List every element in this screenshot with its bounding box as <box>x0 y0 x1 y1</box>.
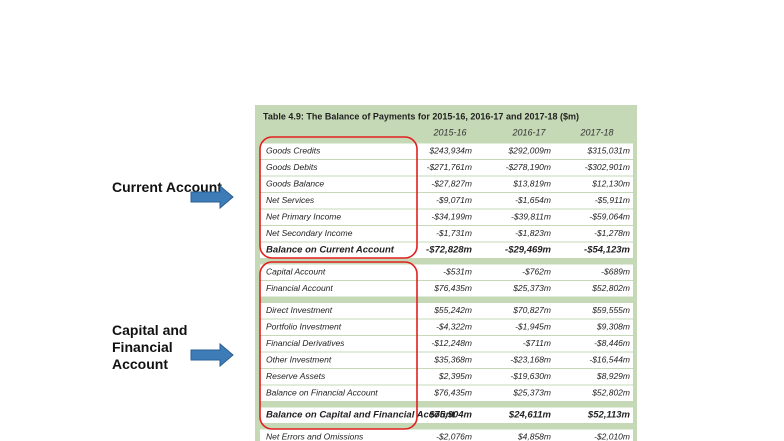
cell-value: -$302,901m <box>585 162 630 172</box>
cell-value: $12,130m <box>591 178 630 188</box>
row-label: Balance on Capital and Financial Account <box>266 410 455 421</box>
cell-value: $9,308m <box>596 321 630 331</box>
cell-value: $13,819m <box>512 178 551 188</box>
row-label: Net Secondary Income <box>266 228 353 238</box>
cell-value: $70,827m <box>512 305 551 315</box>
cell-value: -$1,278m <box>594 228 630 238</box>
cell-value: -$34,199m <box>431 211 472 221</box>
row-label: Direct Investment <box>266 305 333 315</box>
cell-value: -$59,064m <box>589 211 630 221</box>
table-row <box>260 281 633 297</box>
cell-value: $2,395m <box>438 371 472 381</box>
row-label: Net Errors and Omissions <box>266 431 364 441</box>
cell-value: -$1,823m <box>515 228 551 238</box>
cell-value: $35,368m <box>433 354 472 364</box>
cell-value: $59,555m <box>591 305 630 315</box>
cell-value: -$19,630m <box>510 371 551 381</box>
table-row <box>260 303 633 319</box>
row-label: Financial Derivatives <box>266 338 345 348</box>
table: Table 4.9: The Balance of Payments for 2… <box>260 111 633 441</box>
cell-value: -$4,322m <box>436 321 472 331</box>
table-row <box>260 264 633 280</box>
cell-value: -$72,828m <box>426 245 473 256</box>
label-line: Capital and <box>112 322 187 338</box>
row-label: Other Investment <box>266 354 332 364</box>
table-row <box>260 143 633 159</box>
cell-value: $8,929m <box>596 371 630 381</box>
row-label: Net Primary Income <box>266 211 341 221</box>
column-header: 2016-17 <box>511 127 546 137</box>
row-label: Goods Credits <box>266 145 321 155</box>
cell-value: $75,904m <box>428 410 472 421</box>
cell-value: -$271,761m <box>427 162 472 172</box>
arrow <box>190 184 234 368</box>
cell-value: -$278,190m <box>506 162 551 172</box>
row-label: Balance on Financial Account <box>266 387 378 397</box>
table-title: Table 4.9: The Balance of Payments for 2… <box>263 111 579 121</box>
cell-value: -$2,076m <box>436 431 472 441</box>
row-label: Goods Balance <box>266 178 324 188</box>
highlight <box>259 136 418 430</box>
table-row <box>260 242 633 258</box>
table-row <box>260 226 633 242</box>
cell-value: $25,373m <box>512 387 551 397</box>
cell-value: -$29,469m <box>505 245 552 256</box>
row-label: Goods Debits <box>266 162 318 172</box>
row-label: Balance on Current Account <box>266 245 395 256</box>
cell-value: -$39,811m <box>511 211 551 221</box>
column-header: 2015-16 <box>432 127 466 137</box>
cell-value: $52,113m <box>587 410 631 421</box>
cell-value: $24,611m <box>508 410 552 421</box>
cell-value: -$689m <box>601 266 630 276</box>
table-row <box>260 385 633 401</box>
cell-value: -$711m <box>523 338 551 348</box>
cell-value: $315,031m <box>586 145 630 155</box>
table-row <box>260 160 633 176</box>
section-label: Capital and Financial Account <box>112 322 187 372</box>
row-label: Net Services <box>266 195 315 205</box>
section-label: Current Account <box>112 179 222 195</box>
cell-value: -$9,071m <box>436 195 472 205</box>
label-line: Financial <box>112 339 173 355</box>
table-row <box>260 176 633 192</box>
label-line: Account <box>112 356 168 372</box>
column-header: 2017-18 <box>579 127 613 137</box>
row-label: Reserve Assets <box>266 371 326 381</box>
cell-value: $243,934m <box>428 145 472 155</box>
cell-value: -$27,827m <box>431 178 472 188</box>
table-row <box>260 336 633 352</box>
table-row <box>260 193 633 209</box>
table-row <box>260 352 633 368</box>
table-row <box>260 429 633 441</box>
cell-value: $55,242m <box>433 305 472 315</box>
cell-value: -$1,654m <box>515 195 551 205</box>
table-row <box>260 319 633 335</box>
cell-value: -$8,446m <box>594 338 630 348</box>
row-label: Financial Account <box>266 283 333 293</box>
table-row <box>260 209 633 225</box>
cell-value: -$762m <box>522 266 551 276</box>
cell-value: $76,435m <box>433 283 472 293</box>
table-row <box>260 369 633 385</box>
cell-value: -$1,945m <box>515 321 551 331</box>
cell-value: -$5,911m <box>595 195 630 205</box>
cell-value: -$531m <box>443 266 472 276</box>
cell-value: $76,435m <box>433 387 472 397</box>
cell-value: -$12,248m <box>431 338 472 348</box>
cell-value: -$1,731m <box>436 228 472 238</box>
cell-value: $25,373m <box>512 283 551 293</box>
cell-value: -$54,123m <box>584 245 631 256</box>
table-row <box>260 407 633 423</box>
cell-value: -$2,010m <box>594 431 630 441</box>
cell-value: -$16,544m <box>589 354 630 364</box>
row-label: Capital Account <box>266 266 326 276</box>
cell-value: $292,009m <box>507 145 551 155</box>
cell-value: -$23,168m <box>510 354 551 364</box>
row-label: Portfolio Investment <box>266 321 342 331</box>
cell-value: $52,802m <box>591 387 630 397</box>
cell-value: $52,802m <box>591 283 630 293</box>
cell-value: $4,858m <box>517 431 551 441</box>
